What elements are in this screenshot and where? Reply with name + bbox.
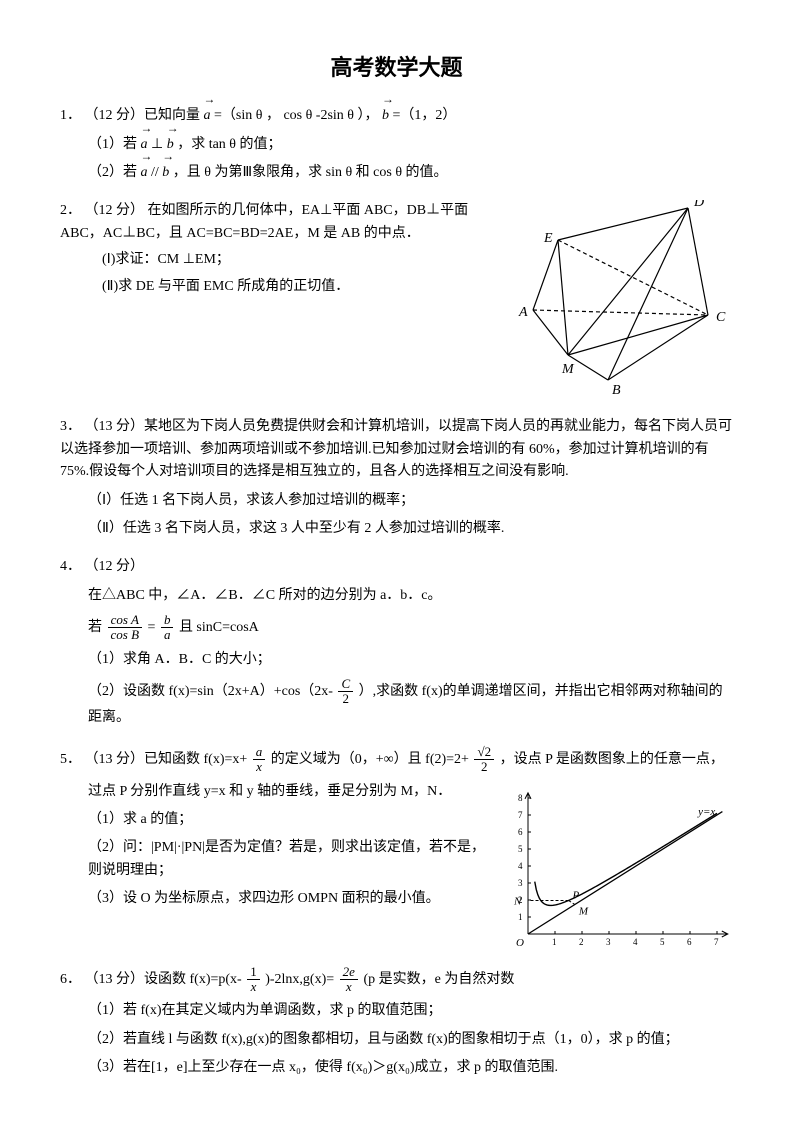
frac-den: cos B — [108, 628, 143, 642]
fraction-icon: cos A cos B — [108, 613, 143, 643]
vector-b-icon: b — [382, 105, 389, 127]
frac-den: x — [340, 980, 358, 994]
frac-num: cos A — [108, 613, 143, 628]
frac-den: 2 — [338, 692, 353, 706]
svg-text:3: 3 — [518, 878, 523, 888]
function-graph-icon: 123456712345678y=xPMNO — [503, 779, 733, 949]
vector-a-icon: a — [141, 162, 148, 184]
svg-text:5: 5 — [518, 844, 523, 854]
p4-s2a: （2）设函数 f(x)=sin（2x+A）+cos（2x- — [88, 684, 336, 699]
svg-text:E: E — [543, 231, 553, 246]
p5-heada: （13 分）已知函数 f(x)=x+ — [85, 752, 251, 767]
p4-l2: 若 cos A cos B = b a 且 sinC=cosA — [88, 613, 733, 643]
svg-text:6: 6 — [687, 937, 692, 947]
p2-head: （12 分） 在如图所示的几何体中，EA⊥平面 ABC，DB⊥平面 ABC，AC… — [60, 203, 468, 240]
svg-text:7: 7 — [518, 810, 523, 820]
p4-head: （12 分） — [85, 559, 145, 574]
svg-text:1: 1 — [518, 912, 523, 922]
p6-sub1: （1）若 f(x)在其定义域内为单调函数，求 p 的取值范围； — [88, 1000, 733, 1022]
p4-sub1: （1）求角 A．B．C 的大小； — [88, 649, 733, 671]
frac-den: x — [253, 760, 266, 774]
p1-eqb: =（1，2） — [393, 108, 457, 123]
vector-a-icon: a — [204, 105, 211, 127]
svg-text:P: P — [572, 889, 580, 901]
svg-text:6: 6 — [518, 827, 523, 837]
svg-text:8: 8 — [518, 793, 523, 803]
svg-text:5: 5 — [660, 937, 665, 947]
problem-6: 6． （13 分）设函数 f(x)=p(x- 1 x )-2lnx,g(x)= … — [60, 965, 733, 1080]
svg-text:M: M — [561, 362, 575, 377]
p5-headb: 的定义域为（0，+∞）且 f(2)=2+ — [271, 752, 473, 767]
frac-num: 1 — [247, 965, 260, 980]
frac-den: x — [247, 980, 260, 994]
p6-num: 6． — [60, 972, 81, 987]
problem-2: A M B C D E 2． （12 分） 在如图所示的几何体中，EA⊥平面 ABC，DB… — [60, 200, 733, 400]
frac-den: 2 — [474, 760, 494, 774]
p4-sub2: （2）设函数 f(x)=sin（2x+A）+cos（2x- C 2 ）,求函数 … — [88, 677, 733, 729]
svg-text:7: 7 — [714, 937, 719, 947]
p1-sub2: （2）若 a // b ，且 θ 为第Ⅲ象限角，求 sin θ 和 cos θ … — [88, 162, 733, 184]
p4-l2a: 若 — [88, 620, 106, 635]
fraction-icon: b a — [161, 613, 174, 643]
p4-num: 4． — [60, 559, 81, 574]
fraction-icon: C 2 — [338, 677, 353, 707]
p1s1a: （1）若 — [88, 137, 137, 152]
svg-text:A: A — [518, 305, 528, 320]
p6-heada: （13 分）设函数 f(x)=p(x- — [85, 972, 246, 987]
fraction-icon: 1 x — [247, 965, 260, 995]
fraction-icon: 2e x — [340, 965, 358, 995]
svg-text:C: C — [716, 310, 726, 325]
p5-figure: 123456712345678y=xPMNO — [503, 779, 733, 949]
p5-num: 5． — [60, 752, 81, 767]
p1s2a: （2）若 — [88, 165, 137, 180]
svg-text:4: 4 — [518, 861, 523, 871]
p3-sub2: （Ⅱ）任选 3 名下岗人员，求这 3 人中至少有 2 人参加过培训的概率. — [88, 518, 733, 540]
p3-num: 3． — [60, 419, 81, 434]
svg-text:N: N — [513, 895, 522, 907]
problem-1: 1． （12 分）已知向量 a =（sin θ ， cos θ -2sin θ … — [60, 105, 733, 184]
svg-text:D: D — [693, 200, 704, 210]
frac-num: a — [253, 745, 266, 760]
svg-text:O: O — [516, 937, 524, 949]
problem-4: 4． （12 分） 在△ABC 中，∠A．∠B．∠C 所对的边分别为 a．b．c… — [60, 556, 733, 729]
p5-headc: ，设点 P 是函数图象上的任意一点， — [500, 752, 724, 767]
p3-head: （13 分）某地区为下岗人员免费提供财会和计算机培训，以提高下岗人员的再就业能力… — [60, 419, 732, 479]
p6-sub2: （2）若直线 l 与函数 f(x),g(x)的图象都相切，且与函数 f(x)的图… — [88, 1029, 733, 1051]
frac-num: C — [338, 677, 353, 692]
svg-text:1: 1 — [552, 937, 557, 947]
p2-figure: A M B C D E — [513, 200, 733, 400]
p4-l1: 在△ABC 中，∠A．∠B．∠C 所对的边分别为 a．b．c。 — [88, 585, 733, 607]
p1s1b: ，求 tan θ 的值； — [177, 137, 281, 152]
svg-text:4: 4 — [633, 937, 638, 947]
svg-text:B: B — [612, 383, 621, 398]
geometry-3d-icon: A M B C D E — [513, 200, 733, 400]
frac-den: a — [161, 628, 174, 642]
p3-sub1: （Ⅰ）任选 1 名下岗人员，求该人参加过培训的概率； — [88, 490, 733, 512]
frac-num: b — [161, 613, 174, 628]
svg-text:2: 2 — [579, 937, 584, 947]
problem-3: 3． （13 分）某地区为下岗人员免费提供财会和计算机培训，以提高下岗人员的再就… — [60, 416, 733, 540]
page-title: 高考数学大题 — [60, 50, 733, 85]
svg-text:3: 3 — [606, 937, 611, 947]
p1-num: 1． — [60, 108, 81, 123]
fraction-icon: a x — [253, 745, 266, 775]
p1s2b: ，且 θ 为第Ⅲ象限角，求 sin θ 和 cos θ 的值。 — [173, 165, 448, 180]
p6-headb: )-2lnx,g(x)= — [265, 972, 337, 987]
vector-b-icon: b — [162, 162, 169, 184]
p6-sub3: （3）若在[1，e]上至少存在一点 x₀，使得 f(x₀)＞g(x₀)成立，求 … — [88, 1057, 733, 1079]
p1-sub1: （1）若 a ⊥ b ，求 tan θ 的值； — [88, 134, 733, 156]
p1-eqa: =（sin θ ， cos θ -2sin θ ）， — [214, 108, 382, 123]
p4-l2b: 且 sinC=cosA — [179, 620, 259, 635]
frac-num: 2e — [340, 965, 358, 980]
p2-num: 2． — [60, 203, 81, 218]
problem-5: 5． （13 分）已知函数 f(x)=x+ a x 的定义域为（0，+∞）且 f… — [60, 745, 733, 949]
frac-num: √2 — [474, 745, 494, 760]
p6-headc: (p 是实数，e 为自然对数 — [363, 972, 514, 987]
svg-text:M: M — [578, 905, 589, 917]
p1s2mid: // — [151, 165, 162, 180]
fraction-icon: √2 2 — [474, 745, 494, 775]
p4-eq: = — [148, 620, 159, 635]
